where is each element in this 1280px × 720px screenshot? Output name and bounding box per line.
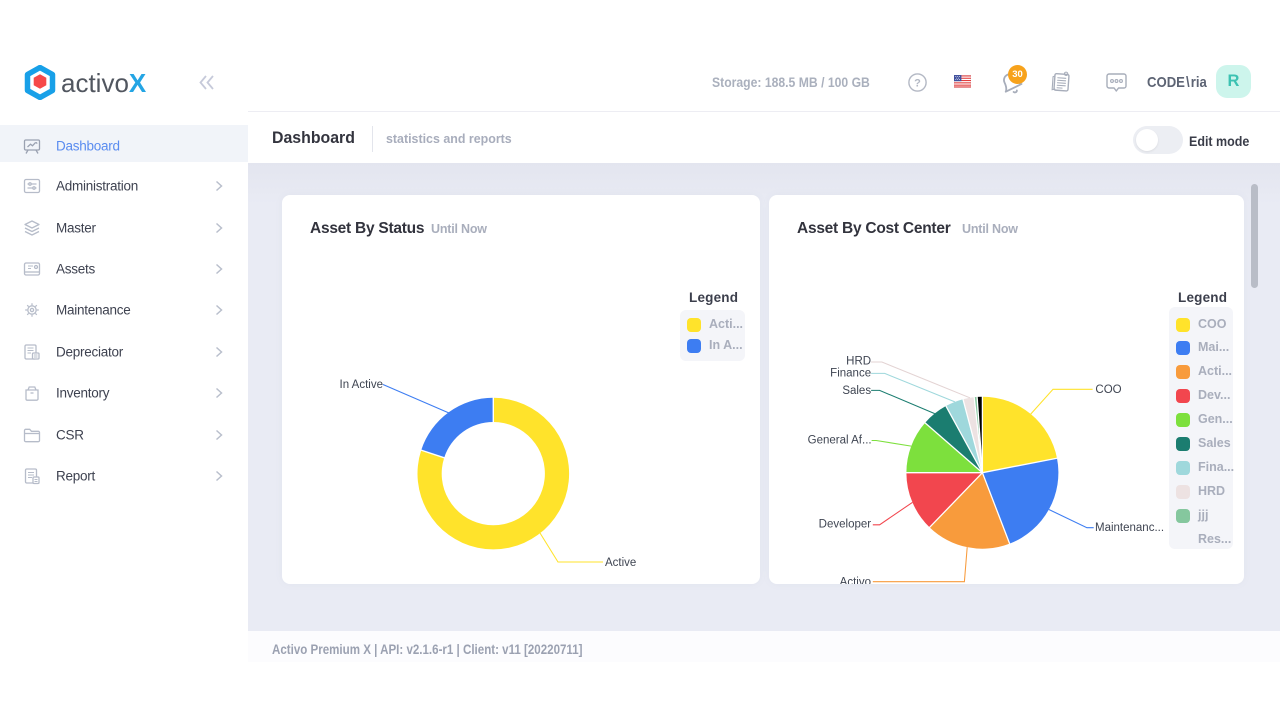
svg-text:Developer: Developer: [819, 518, 872, 530]
svg-text:Activo: Activo: [840, 577, 871, 585]
svg-text:Maintenanc...: Maintenanc...: [1095, 522, 1164, 534]
svg-text:Finance: Finance: [830, 367, 871, 379]
svg-text:Active: Active: [605, 557, 636, 569]
svg-text:?: ?: [914, 77, 921, 89]
svg-text:HRD: HRD: [846, 356, 871, 368]
svg-text:In Active: In Active: [340, 379, 383, 391]
svg-text:Sales: Sales: [842, 385, 871, 397]
svg-text:COO: COO: [1095, 384, 1121, 396]
svg-text:General Af...: General Af...: [808, 435, 872, 447]
